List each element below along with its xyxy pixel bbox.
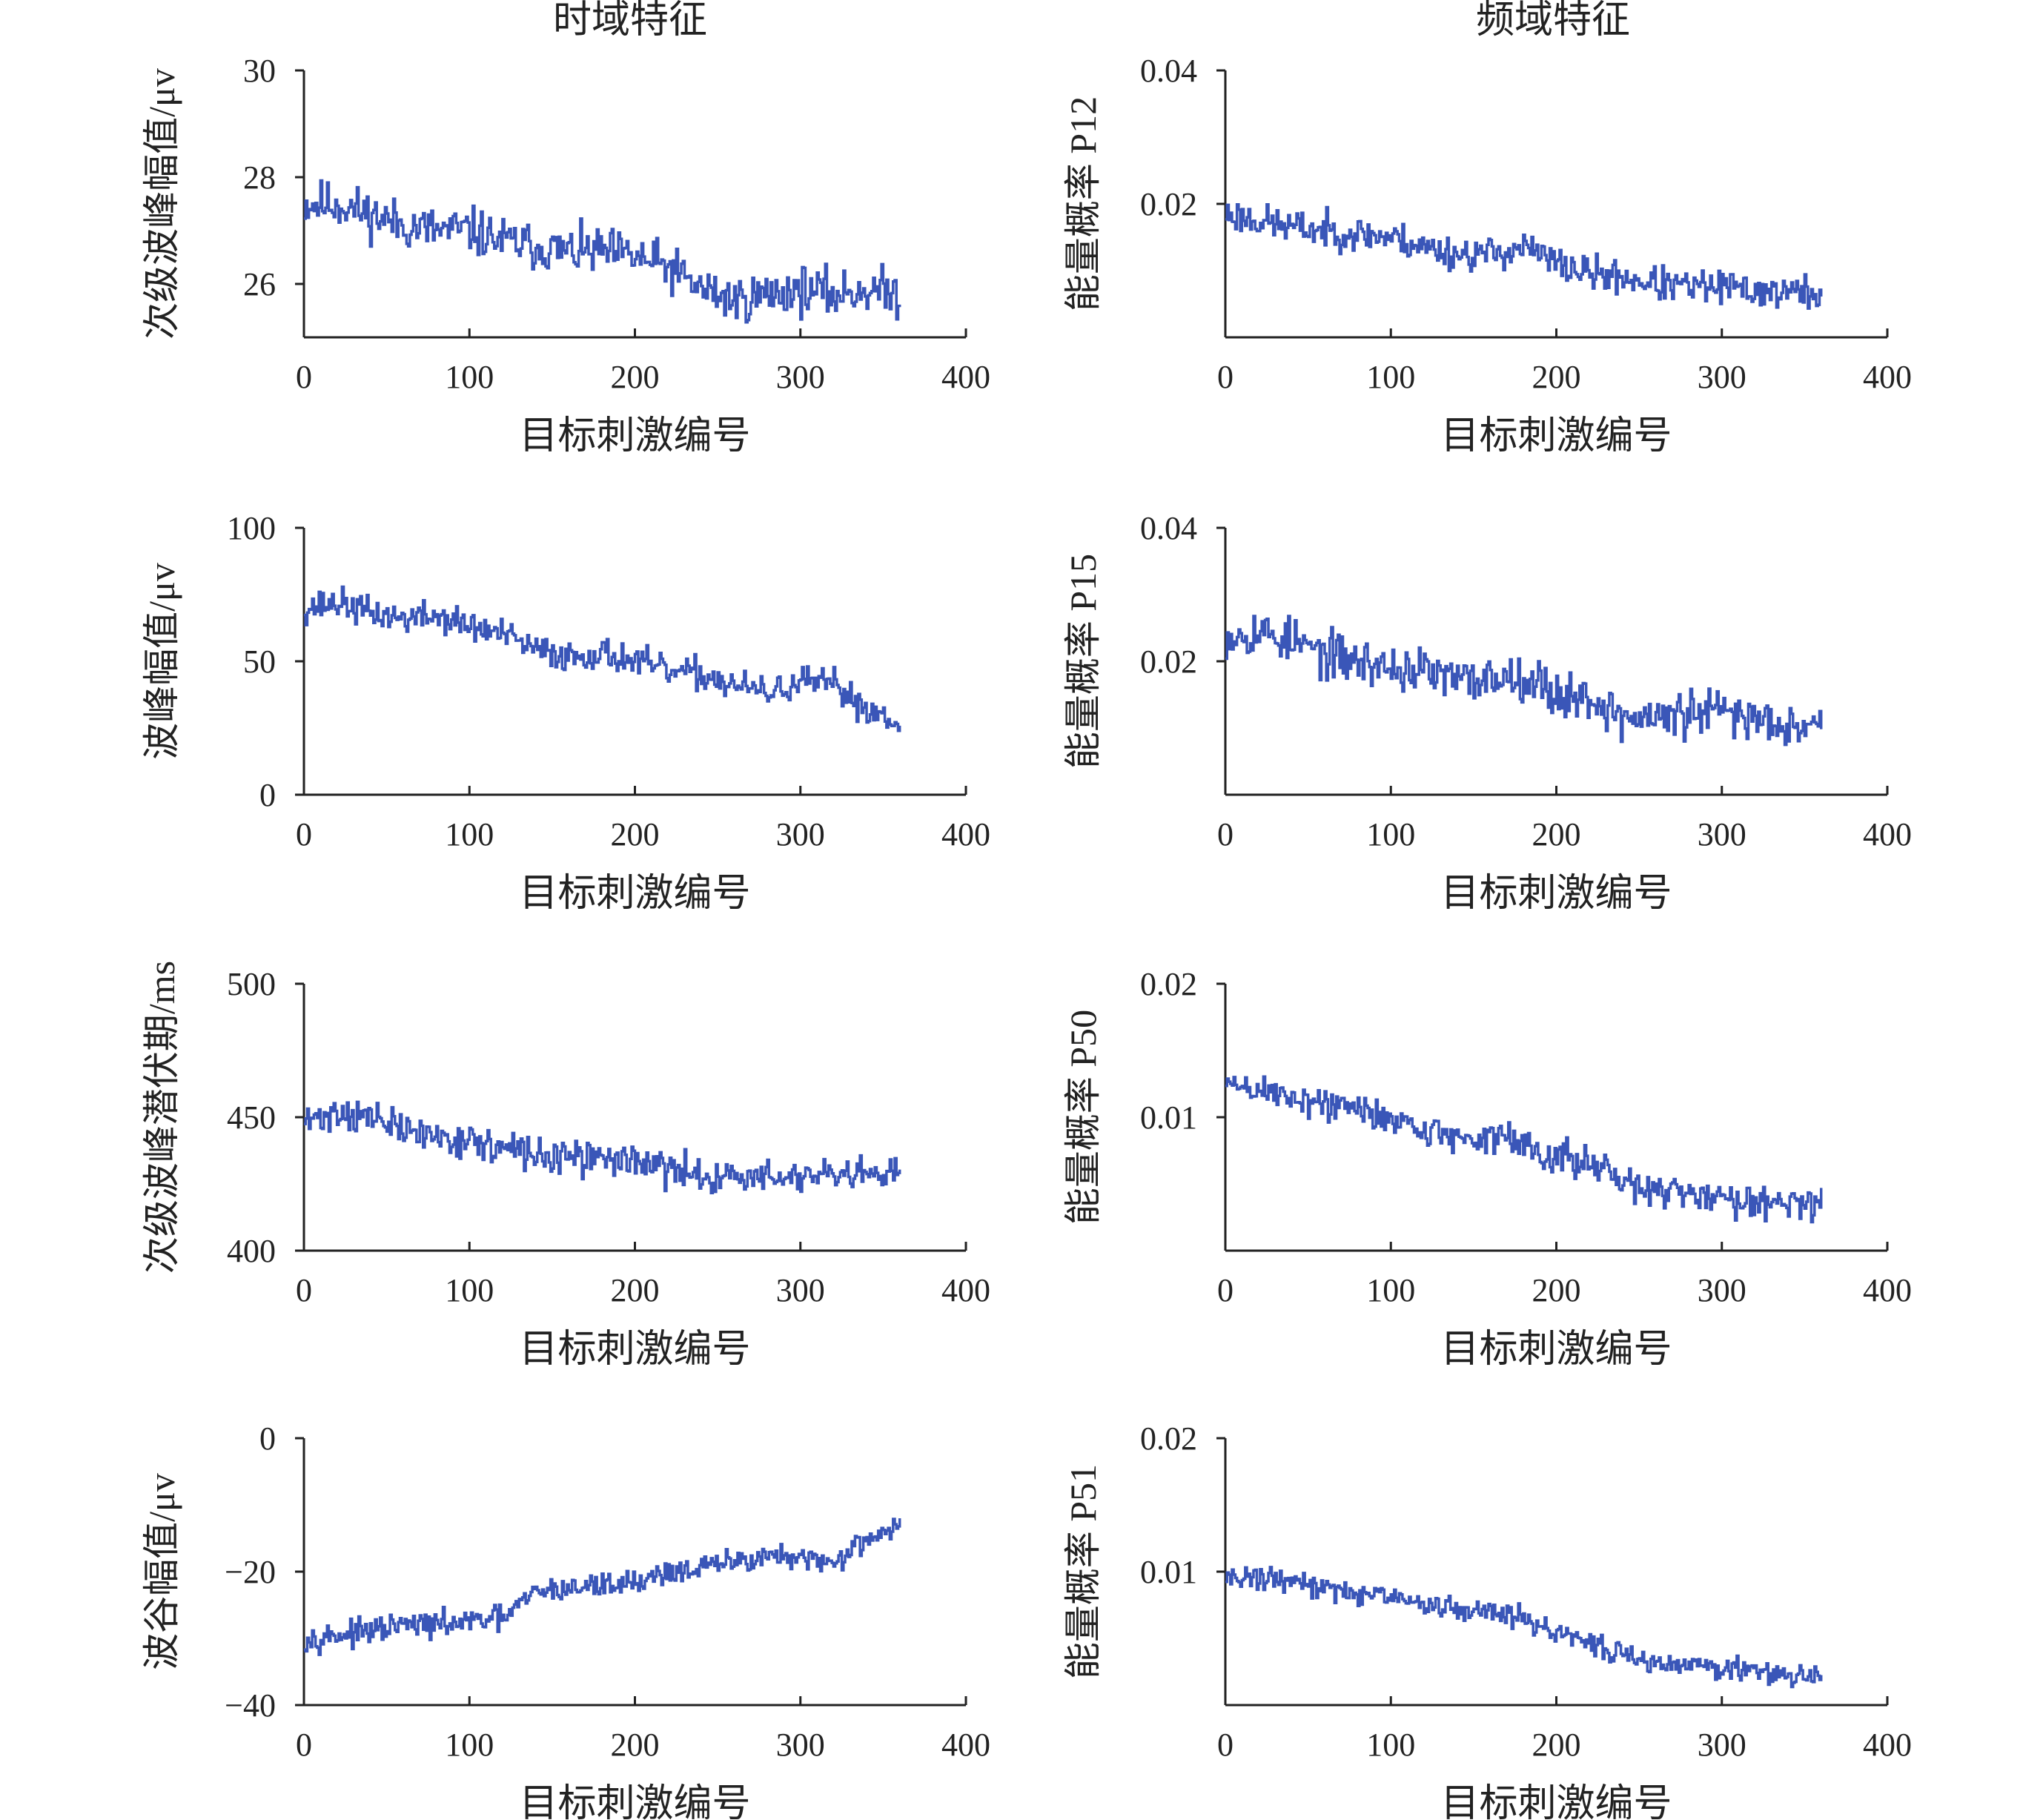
x-tick-label: 300 [776,359,825,395]
y-tick-label: 500 [227,966,276,1002]
x-tick-label: 200 [1532,359,1581,395]
column-title-time-domain: 时域特征 [553,0,707,42]
x-tick-label: 100 [445,816,494,853]
data-series-line [304,585,901,732]
x-axis-label: 目标刺激编号 [519,415,750,457]
x-tick-label: 0 [1217,359,1234,395]
y-tick-label: 100 [227,510,276,546]
y-tick-label: 0.02 [1140,643,1197,680]
x-axis-label: 目标刺激编号 [1440,873,1672,915]
y-tick-label: −20 [225,1554,276,1590]
subplot-8: 0 100 200 300 400 0.01 0.02 目标刺激编号 能量概率 P51 [1062,1420,1912,1820]
x-tick-label: 400 [941,816,990,853]
x-tick-label: 300 [1698,1272,1746,1308]
y-tick-label: 0 [259,1420,276,1457]
subplot-4: 0 100 200 300 400 0.02 0.04 目标刺激编号 能量概率 P15 [1062,510,1912,915]
y-axis-label: 波谷幅值/μv [141,1473,182,1670]
y-axis-label: 能量概率 P12 [1062,96,1104,311]
data-series-line [1225,202,1823,310]
x-tick-label: 300 [776,1272,825,1308]
x-tick-label: 0 [296,1727,312,1763]
x-tick-label: 200 [611,1727,660,1763]
x-tick-label: 400 [1863,816,1912,853]
y-tick-label: 0.02 [1140,186,1197,222]
y-axis-label: 次级波峰幅值/μv [141,68,182,340]
x-tick-label: 400 [941,1272,990,1308]
x-tick-label: 100 [445,1727,494,1763]
y-axis-label: 能量概率 P51 [1062,1464,1104,1679]
x-tick-label: 0 [1217,1727,1234,1763]
x-tick-label: 300 [1698,359,1746,395]
y-tick-label: 30 [243,53,276,89]
data-series-line [304,1518,901,1656]
x-tick-label: 400 [1863,359,1912,395]
x-tick-label: 100 [1366,1272,1415,1308]
x-tick-label: 100 [1366,1727,1415,1763]
subplot-1: 0 100 200 300 400 26 28 30 目标刺激编号 次级波峰幅值/μv [141,53,990,457]
data-series-line [304,179,901,324]
y-tick-label: −40 [225,1687,276,1724]
x-axis-label: 目标刺激编号 [519,1783,750,1820]
x-tick-label: 400 [941,1727,990,1763]
subplot-2: 0 100 200 300 400 0.02 0.04 目标刺激编号 能量概率 P12 [1062,53,1912,457]
x-tick-label: 300 [1698,1727,1746,1763]
x-tick-label: 0 [296,1272,312,1308]
subplot-6: 0 100 200 300 400 0.01 0.02 目标刺激编号 能量概率 P50 [1062,966,1912,1371]
subplot-5: 0 100 200 300 400 400 450 500 目标刺激编号 次级波峰潜伏期/ms [141,961,990,1371]
x-tick-label: 200 [1532,816,1581,853]
x-tick-label: 200 [1532,1727,1581,1763]
y-axis-label: 能量概率 P50 [1062,1010,1104,1225]
x-tick-label: 100 [1366,816,1415,853]
data-series-line [1225,1566,1823,1689]
column-title-frequency-domain: 频域特征 [1476,0,1630,42]
y-tick-label: 400 [227,1233,276,1269]
x-tick-label: 400 [1863,1727,1912,1763]
data-series-line [1225,1075,1823,1224]
x-axis-label: 目标刺激编号 [1440,1328,1672,1371]
y-axis-label: 能量概率 P15 [1062,554,1104,769]
y-tick-label: 0.04 [1140,510,1197,546]
y-tick-label: 28 [243,159,276,196]
x-tick-label: 300 [776,1727,825,1763]
x-axis-label: 目标刺激编号 [1440,1783,1672,1820]
y-tick-label: 0 [259,777,276,813]
x-tick-label: 200 [611,359,660,395]
data-series-line [1225,615,1823,747]
y-tick-label: 0.02 [1140,966,1197,1002]
subplot-7: 0 100 200 300 400 −40 −20 0 目标刺激编号 波谷幅值/μv [141,1420,990,1820]
x-tick-label: 400 [941,359,990,395]
y-tick-label: 50 [243,643,276,680]
x-tick-label: 0 [1217,816,1234,853]
x-axis-label: 目标刺激编号 [1440,415,1672,457]
x-tick-label: 100 [445,1272,494,1308]
x-tick-label: 100 [445,359,494,395]
x-tick-label: 200 [611,1272,660,1308]
y-tick-label: 0.01 [1140,1099,1197,1136]
x-tick-label: 200 [611,816,660,853]
y-tick-label: 0.01 [1140,1554,1197,1590]
y-axis-label: 波峰幅值/μv [141,563,182,760]
data-series-line [304,1100,901,1195]
y-tick-label: 0.02 [1140,1420,1197,1457]
x-tick-label: 0 [296,359,312,395]
subplot-3: 0 100 200 300 400 0 50 100 目标刺激编号 波峰幅值/μv [141,510,990,915]
x-axis-label: 目标刺激编号 [519,1328,750,1371]
x-tick-label: 400 [1863,1272,1912,1308]
subplot-grid: 0 100 200 300 400 26 28 30 目标刺激编号 次级波峰幅值/μv 0 100 20… [141,53,1912,1820]
x-tick-label: 0 [1217,1272,1234,1308]
x-tick-label: 100 [1366,359,1415,395]
x-tick-label: 300 [776,816,825,853]
y-axis-label: 次级波峰潜伏期/ms [141,961,182,1274]
x-tick-label: 0 [296,816,312,853]
y-tick-label: 26 [243,266,276,302]
x-axis-label: 目标刺激编号 [519,873,750,915]
x-tick-label: 300 [1698,816,1746,853]
y-tick-label: 450 [227,1099,276,1136]
y-tick-label: 0.04 [1140,53,1197,89]
x-tick-label: 200 [1532,1272,1581,1308]
